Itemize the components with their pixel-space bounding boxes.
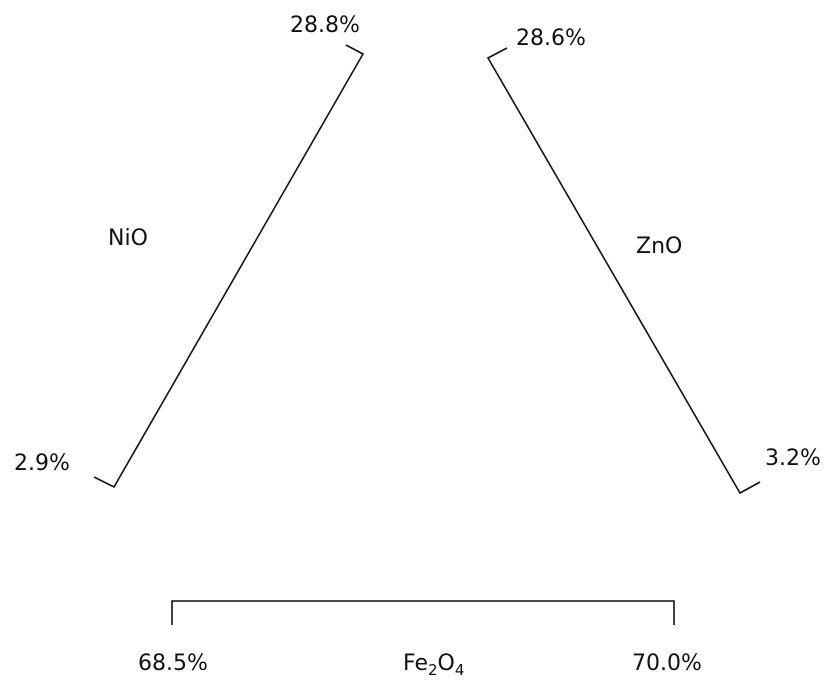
fe2o4-min-label: 68.5% — [138, 651, 208, 676]
nio-axis-label: NiO — [108, 226, 148, 251]
zno-min-label: 3.2% — [765, 446, 821, 471]
fe2o4-axis-label: Fe2O4 — [403, 651, 464, 679]
fe2o4-range-bracket — [171, 600, 675, 625]
fe2o4-max-label: 70.0% — [632, 651, 702, 676]
zno-range-bracket — [486, 47, 761, 495]
nio-min-label: 2.9% — [14, 451, 70, 476]
nio-max-label: 28.8% — [290, 13, 360, 38]
zno-max-label: 28.6% — [516, 26, 586, 51]
zno-axis-label: ZnO — [636, 234, 682, 259]
nio-range-bracket — [93, 44, 365, 489]
